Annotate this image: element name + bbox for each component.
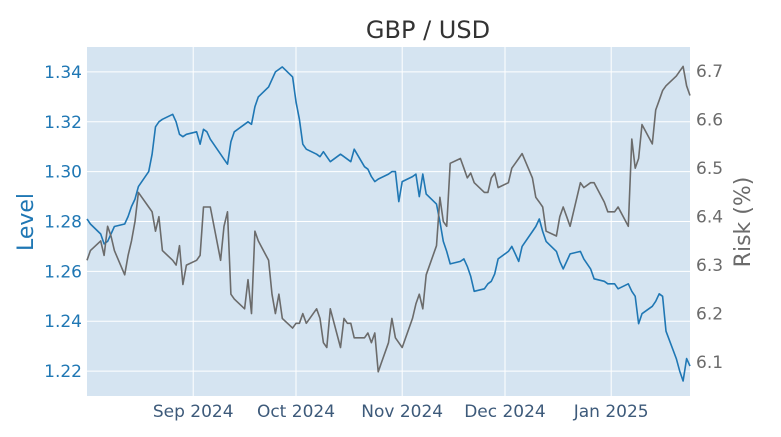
y2-tick-label: 6.5 <box>696 159 723 179</box>
series-layer <box>86 65 691 382</box>
x-tick-label: Sep 2024 <box>153 402 234 422</box>
x-tick-label: Nov 2024 <box>361 402 443 422</box>
y-tick-label: 1.34 <box>44 63 82 83</box>
risk-line <box>86 65 691 373</box>
y2-tick-label: 6.1 <box>696 353 723 373</box>
y-tick-label: 1.26 <box>44 262 82 282</box>
y2-tick-label: 6.2 <box>696 305 723 325</box>
y-tick-label: 1.24 <box>44 312 82 332</box>
y2-tick-label: 6.3 <box>696 256 723 276</box>
y-tick-label: 1.28 <box>44 213 82 233</box>
y-tick-label: 1.22 <box>44 362 82 382</box>
level-line <box>86 66 691 382</box>
tick-labels: Sep 2024 Oct 2024 Nov 2024 Dec 2024 Jan 2025… <box>44 62 723 422</box>
y2-axis-label-risk: Risk (%) <box>731 177 756 268</box>
y-axis-label-level: Level <box>14 193 39 251</box>
y2-tick-label: 6.4 <box>696 208 723 228</box>
gridlines <box>87 47 690 396</box>
y2-tick-label: 6.7 <box>696 62 723 82</box>
x-tick-label: Dec 2024 <box>464 402 546 422</box>
x-tick-label: Jan 2025 <box>573 402 649 422</box>
y2-tick-label: 6.6 <box>696 111 723 131</box>
x-tick-label: Oct 2024 <box>257 402 335 422</box>
chart-title: GBP / USD <box>366 16 490 44</box>
y-tick-label: 1.32 <box>44 113 82 133</box>
y-tick-label: 1.30 <box>44 163 82 183</box>
